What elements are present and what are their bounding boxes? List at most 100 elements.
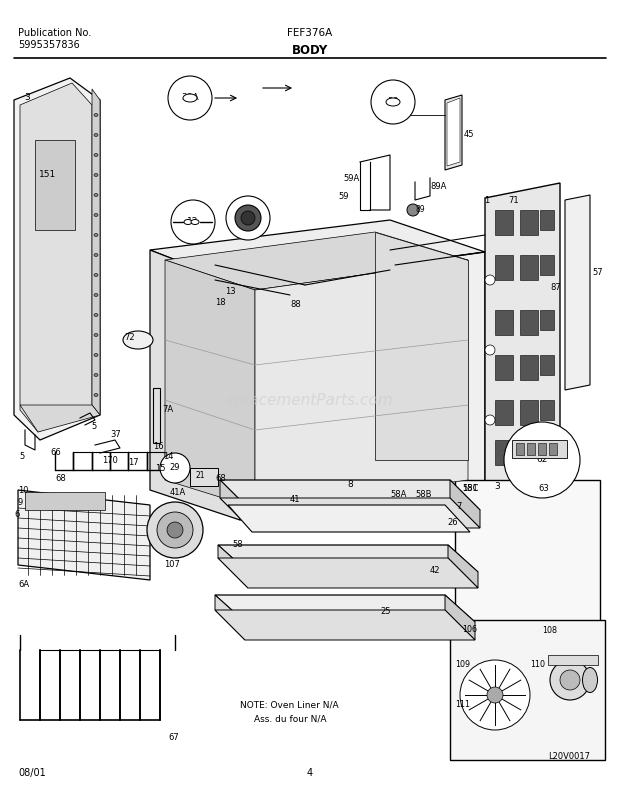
Polygon shape (220, 480, 480, 510)
Ellipse shape (184, 219, 192, 225)
Text: 14: 14 (163, 452, 174, 461)
Text: 7: 7 (456, 502, 461, 511)
Text: 58A: 58A (390, 490, 406, 499)
Text: 30A: 30A (181, 94, 199, 102)
Text: 62: 62 (536, 456, 547, 464)
Text: 89A: 89A (430, 182, 446, 191)
Text: 9: 9 (18, 498, 24, 507)
Text: 17: 17 (128, 458, 139, 467)
Polygon shape (150, 220, 485, 285)
Ellipse shape (94, 214, 98, 217)
Polygon shape (18, 490, 150, 580)
Circle shape (371, 80, 415, 124)
Bar (495, 440, 513, 465)
Ellipse shape (94, 394, 98, 396)
Text: 151: 151 (40, 170, 56, 179)
Polygon shape (447, 98, 460, 166)
Bar (548, 655, 598, 665)
Circle shape (485, 275, 495, 285)
Circle shape (168, 76, 212, 120)
Bar (190, 468, 218, 486)
Polygon shape (450, 480, 480, 528)
Text: 111: 111 (455, 700, 470, 709)
Text: 08/01: 08/01 (18, 768, 46, 778)
Ellipse shape (94, 333, 98, 337)
Text: 4: 4 (307, 768, 313, 778)
Text: 6A: 6A (18, 580, 29, 589)
Bar (520, 440, 538, 465)
Text: 8: 8 (347, 480, 353, 489)
Text: 45: 45 (464, 130, 474, 139)
Circle shape (160, 453, 190, 483)
Bar (540, 355, 554, 375)
Polygon shape (150, 250, 240, 520)
Circle shape (487, 687, 503, 703)
Text: 151: 151 (462, 484, 478, 493)
Bar (540, 210, 554, 230)
Polygon shape (228, 505, 470, 532)
Polygon shape (240, 252, 485, 520)
Text: 29: 29 (170, 464, 180, 472)
Text: 10: 10 (18, 486, 29, 495)
Polygon shape (255, 260, 468, 508)
Text: Ass. du four N/A: Ass. du four N/A (254, 714, 327, 723)
Text: 30: 30 (388, 98, 399, 106)
Text: 71: 71 (508, 196, 518, 205)
Text: 59A: 59A (343, 174, 359, 183)
Text: 7A: 7A (162, 405, 173, 414)
Text: 15: 15 (155, 464, 166, 473)
Polygon shape (35, 140, 75, 230)
Text: 106: 106 (462, 625, 477, 634)
Bar (540, 310, 554, 330)
Polygon shape (14, 78, 100, 440)
Circle shape (550, 660, 590, 700)
Polygon shape (215, 610, 475, 640)
Text: 72: 72 (125, 333, 135, 341)
Circle shape (157, 512, 193, 548)
Text: L20V0017: L20V0017 (548, 752, 590, 761)
Polygon shape (445, 95, 462, 170)
Polygon shape (220, 480, 250, 528)
Text: 59: 59 (338, 192, 348, 201)
Bar (520, 400, 538, 425)
Text: 16: 16 (153, 442, 164, 451)
Ellipse shape (191, 219, 199, 225)
Circle shape (147, 502, 203, 558)
Ellipse shape (94, 194, 98, 196)
Ellipse shape (183, 94, 197, 102)
Circle shape (171, 200, 215, 244)
Polygon shape (20, 83, 92, 432)
Text: 87: 87 (550, 283, 560, 292)
Polygon shape (455, 480, 600, 700)
Polygon shape (165, 260, 255, 508)
Circle shape (560, 670, 580, 690)
Ellipse shape (94, 314, 98, 317)
Bar (516, 443, 524, 455)
Bar (540, 400, 554, 420)
Polygon shape (215, 595, 475, 622)
Ellipse shape (94, 273, 98, 276)
Ellipse shape (94, 174, 98, 176)
Polygon shape (445, 595, 475, 640)
Text: 110: 110 (530, 660, 545, 669)
Text: 67: 67 (168, 733, 179, 742)
Polygon shape (565, 195, 590, 390)
Text: 58: 58 (232, 540, 242, 549)
Ellipse shape (94, 114, 98, 117)
Text: FEF376A: FEF376A (288, 28, 332, 38)
Bar (495, 255, 513, 280)
Text: 89: 89 (416, 206, 425, 214)
Text: 21: 21 (196, 471, 205, 480)
Bar (495, 400, 513, 425)
Text: 5: 5 (19, 452, 24, 461)
Circle shape (235, 205, 261, 231)
Ellipse shape (583, 668, 598, 692)
Circle shape (485, 345, 495, 355)
Text: 6: 6 (14, 510, 19, 519)
Circle shape (504, 422, 580, 498)
Text: 57: 57 (592, 268, 603, 277)
Text: 18: 18 (215, 298, 226, 307)
Ellipse shape (94, 153, 98, 156)
Bar (520, 210, 538, 235)
Text: 5995357836: 5995357836 (18, 40, 80, 50)
